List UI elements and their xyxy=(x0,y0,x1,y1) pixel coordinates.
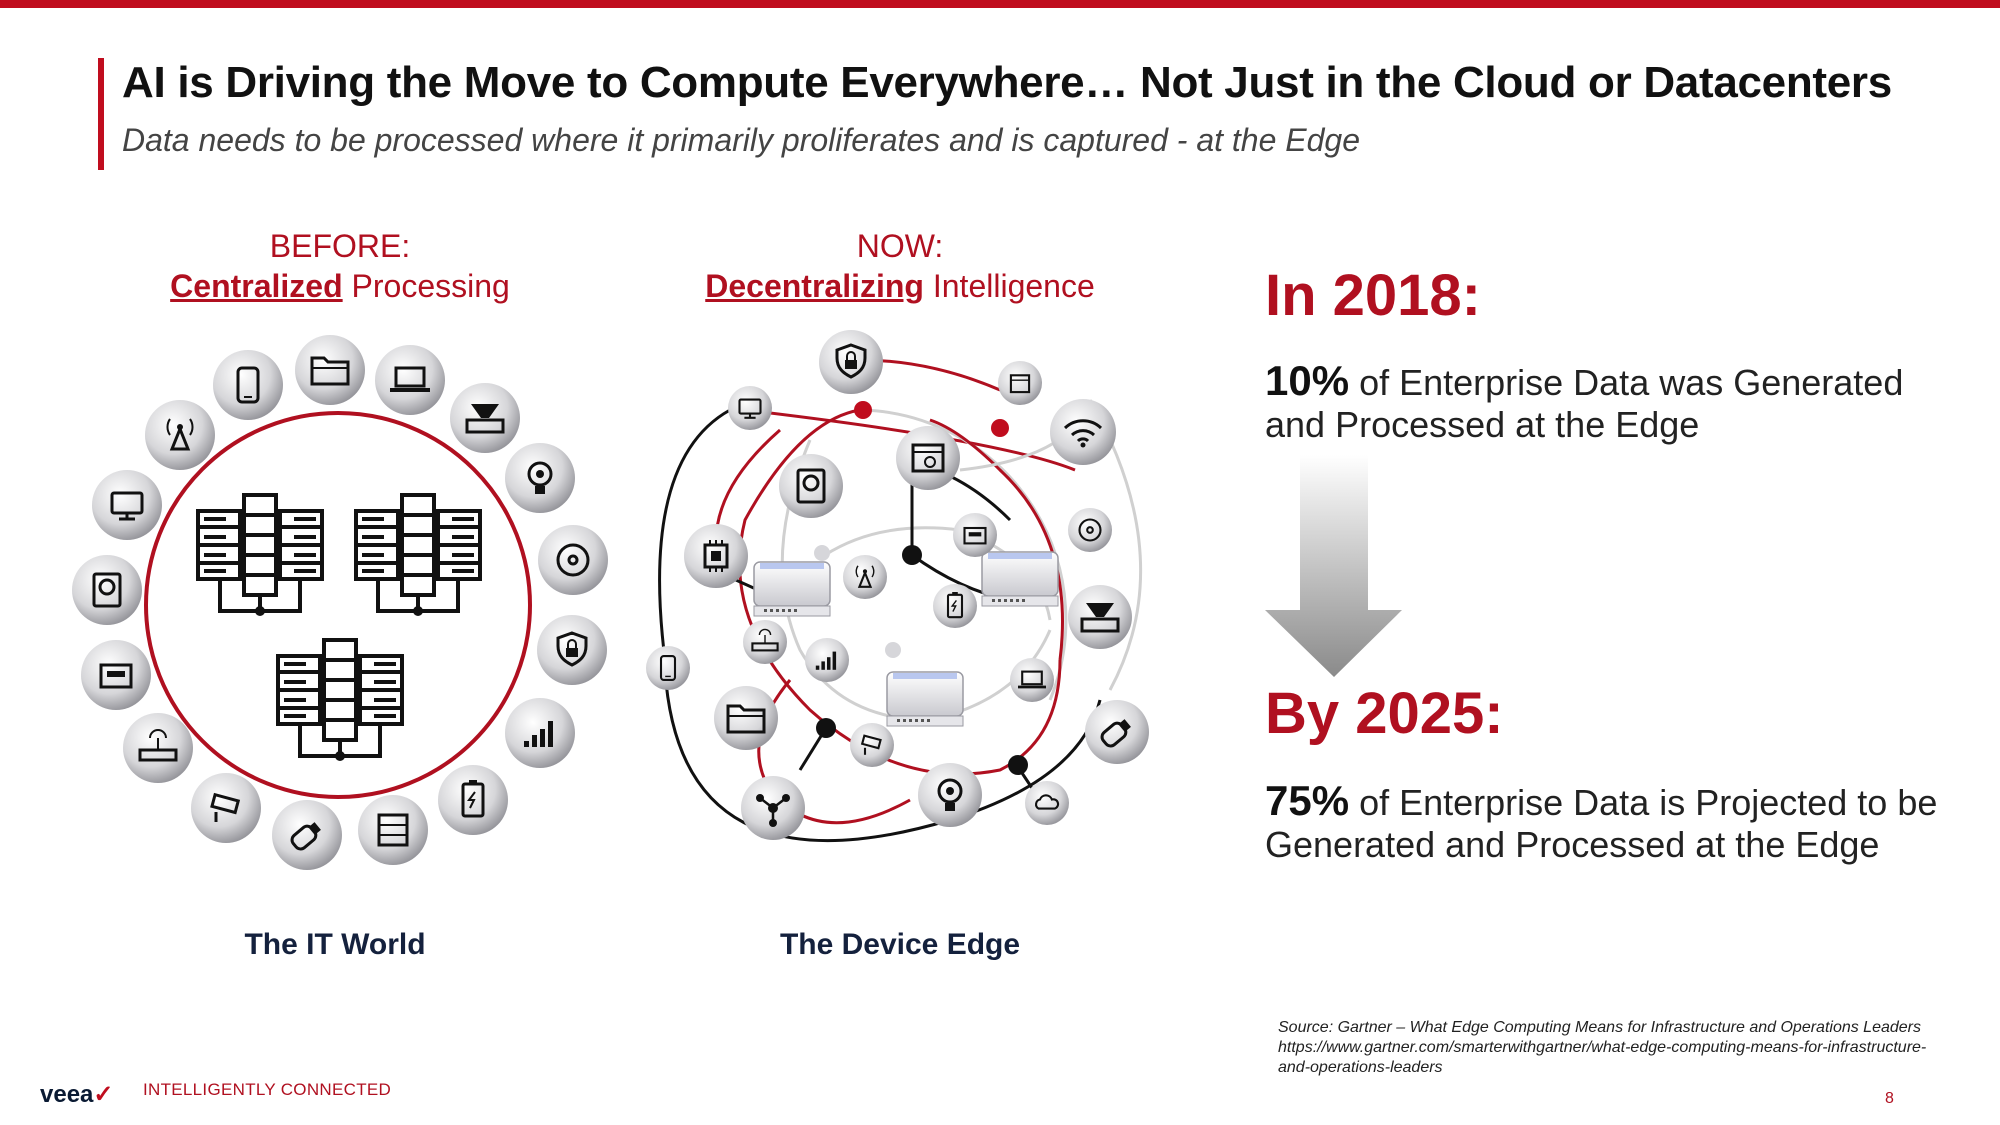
server-icon xyxy=(358,795,428,865)
mobile-icon xyxy=(213,350,283,420)
down-arrow xyxy=(1265,455,1402,677)
now-keyword: Decentralizing xyxy=(705,268,924,304)
folder-icon xyxy=(714,686,778,750)
stat-2018-percent: 10% xyxy=(1265,357,1350,404)
antenna-icon xyxy=(843,555,887,599)
meter-icon xyxy=(81,640,151,710)
usb-drive-icon xyxy=(1085,700,1149,764)
router-icon xyxy=(743,620,787,664)
battery-icon xyxy=(438,765,508,835)
security-camera-icon xyxy=(850,723,894,767)
edge-compute-unit xyxy=(887,672,963,726)
hard-drive-icon xyxy=(779,454,843,518)
usb-drive-icon xyxy=(272,800,342,870)
laptop-icon xyxy=(375,345,445,415)
centralized-ring xyxy=(144,411,532,799)
source-citation: Source: Gartner – What Edge Computing Me… xyxy=(1278,1019,1921,1036)
wifi-icon xyxy=(1050,399,1116,465)
now-rest: Intelligence xyxy=(923,268,1095,304)
now-heading: NOW: Decentralizing Intelligence xyxy=(660,226,1140,306)
before-caption: The IT World xyxy=(244,928,426,961)
server-rack-icon xyxy=(354,493,482,618)
device-edge-diagram xyxy=(646,330,1149,843)
signal-bars-icon xyxy=(805,638,849,682)
disc-icon xyxy=(1068,508,1112,552)
router-icon xyxy=(123,713,193,783)
network-icon xyxy=(741,776,805,840)
stat-year-2025: By 2025: xyxy=(1265,681,1504,746)
page-number: 8 xyxy=(1885,1090,1894,1107)
source-url[interactable]: https://www.gartner.com/smarterwithgartn… xyxy=(1278,1039,1927,1076)
scanner-icon xyxy=(450,383,520,453)
window-settings-icon xyxy=(896,426,960,490)
title-accent-bar xyxy=(98,58,104,170)
before-rest: Processing xyxy=(342,268,510,304)
stat-2018-description: of Enterprise Data was Generated and Pro… xyxy=(1265,362,1904,445)
laptop-icon xyxy=(1010,658,1054,702)
stat-2025-text: 75% of Enterprise Data is Projected to b… xyxy=(1265,780,1965,866)
edge-compute-unit xyxy=(754,562,830,616)
stat-2018-text: 10% of Enterprise Data was Generated and… xyxy=(1265,360,1965,446)
page-title: AI is Driving the Move to Compute Everyw… xyxy=(122,58,1892,107)
now-label: NOW: xyxy=(856,228,944,264)
monitor-icon xyxy=(728,386,772,430)
security-camera-icon xyxy=(191,773,261,843)
disc-icon xyxy=(538,525,608,595)
tagline: INTELLIGENTLY CONNECTED xyxy=(143,1080,392,1099)
server-rack-icon xyxy=(196,493,324,618)
now-caption: The Device Edge xyxy=(779,928,1021,961)
source-note: Source: Gartner – What Edge Computing Me… xyxy=(1278,1018,1958,1078)
meter-icon xyxy=(953,513,997,557)
antenna-icon xyxy=(145,400,215,470)
edge-compute-unit xyxy=(982,552,1058,606)
folder-icon xyxy=(295,335,365,405)
top-accent-bar xyxy=(0,0,2000,8)
scanner-icon xyxy=(1068,585,1132,649)
page-subtitle: Data needs to be processed where it prim… xyxy=(122,122,1360,158)
monitor-icon xyxy=(92,470,162,540)
lightbulb-icon xyxy=(505,443,575,513)
stat-year-2018: In 2018: xyxy=(1265,263,1481,328)
cloud-icon xyxy=(1025,781,1069,825)
mobile-icon xyxy=(646,646,690,690)
logo-check-icon: ✓ xyxy=(93,1081,114,1108)
signal-bars-icon xyxy=(505,698,575,768)
before-heading: BEFORE: Centralized Processing xyxy=(100,226,580,306)
logo-text: veea xyxy=(40,1081,94,1108)
cpu-icon xyxy=(684,524,748,588)
lightbulb-icon xyxy=(918,763,982,827)
stat-2025-percent: 75% xyxy=(1265,777,1350,824)
before-label: BEFORE: xyxy=(269,228,411,264)
veea-logo: veea✓ xyxy=(40,1080,114,1109)
shield-lock-icon xyxy=(819,330,883,394)
shield-lock-icon xyxy=(537,615,607,685)
stat-2025-description: of Enterprise Data is Projected to be Ge… xyxy=(1265,782,1938,865)
calendar-icon xyxy=(998,361,1042,405)
it-world-diagram xyxy=(72,335,608,870)
before-keyword: Centralized xyxy=(170,268,343,304)
server-rack-icon xyxy=(276,638,404,763)
battery-icon xyxy=(933,584,977,628)
hard-drive-icon xyxy=(72,555,142,625)
